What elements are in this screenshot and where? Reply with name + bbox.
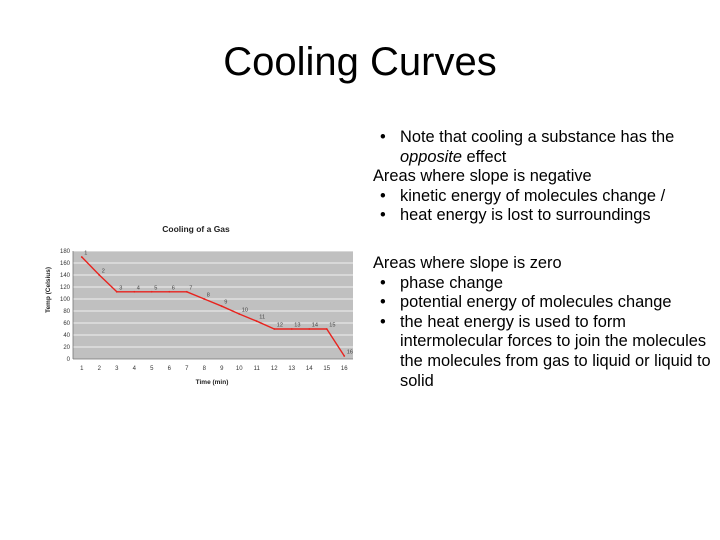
data-point — [273, 328, 276, 330]
y-axis-label: Temp (Celsius) — [45, 267, 52, 313]
data-point — [343, 355, 346, 357]
data-point-label: 14 — [312, 323, 318, 329]
data-point-label: 7 — [189, 285, 192, 291]
x-tick-label: 5 — [150, 366, 154, 372]
y-tick-label: 40 — [63, 333, 70, 339]
slide-title: Cooling Curves — [223, 40, 497, 84]
data-point-label: 9 — [224, 300, 227, 306]
y-tick-label: 0 — [67, 357, 71, 363]
chart-title: Cooling of a Gas — [162, 224, 230, 234]
series-line — [81, 256, 345, 357]
negative-item: • kinetic energy of molecules change / — [373, 187, 713, 207]
bullet-icon: • — [380, 206, 386, 225]
x-tick-label: 1 — [80, 366, 84, 372]
data-point-label: 5 — [154, 285, 157, 291]
data-point — [150, 290, 153, 293]
data-point — [203, 298, 206, 300]
y-tick-label: 160 — [60, 261, 71, 267]
bullet-icon: • — [380, 312, 386, 331]
data-point — [325, 328, 328, 330]
negative-item: • heat energy is lost to surroundings — [373, 206, 713, 226]
data-point-label: 11 — [259, 315, 265, 321]
bullet-icon: • — [380, 293, 386, 312]
zero-item-text: phase change — [400, 273, 503, 292]
bullet-icon: • — [380, 186, 386, 205]
data-point — [80, 256, 83, 258]
x-tick-label: 14 — [306, 366, 313, 372]
bullet-icon: • — [380, 128, 386, 146]
note-intro-prefix: Note that cooling a substance has the — [400, 128, 675, 146]
zero-item-text: potential energy of molecules change — [400, 293, 672, 312]
data-point — [308, 328, 311, 330]
x-tick-label: 15 — [323, 366, 330, 372]
x-axis-label: Time (min) — [196, 379, 229, 386]
x-tick-label: 6 — [168, 366, 172, 372]
data-point-label: 6 — [172, 285, 175, 291]
data-point — [290, 328, 293, 330]
x-tick-label: 4 — [133, 366, 137, 372]
negative-item-text: kinetic energy of molecules change / — [400, 186, 666, 205]
y-tick-label: 120 — [60, 285, 71, 291]
data-point-label: 3 — [119, 285, 122, 291]
x-tick-label: 7 — [185, 366, 189, 372]
data-point-label: 13 — [294, 323, 300, 329]
data-point-label: 15 — [329, 323, 335, 329]
cooling-chart: Cooling of a Gas Temp (Celsius) Time (mi… — [45, 224, 353, 386]
notes-panel: • Note that cooling a substance has the … — [373, 128, 713, 391]
data-point-label: 16 — [347, 350, 353, 356]
x-tick-label: 3 — [115, 366, 119, 372]
negative-item-text: heat energy is lost to surroundings — [400, 206, 651, 225]
data-point — [255, 320, 258, 323]
data-point-label: 1 — [84, 251, 87, 257]
data-point — [168, 290, 171, 293]
note-intro-emphasis: opposite — [400, 147, 462, 166]
data-point — [238, 313, 241, 315]
data-point — [185, 290, 188, 293]
y-tick-label: 80 — [63, 309, 70, 315]
y-tick-label: 140 — [60, 273, 71, 279]
note-intro-suffix: effect — [461, 147, 507, 166]
plot-background — [73, 251, 353, 359]
zero-slope-heading: Areas where slope is zero — [373, 253, 562, 272]
y-tick-label: 20 — [63, 345, 70, 351]
data-point — [220, 305, 223, 308]
x-tick-label: 13 — [288, 366, 295, 372]
zero-item: • potential energy of molecules change — [373, 293, 713, 313]
data-point-label: 12 — [277, 323, 283, 329]
x-tick-label: 8 — [203, 366, 207, 372]
y-tick-label: 180 — [60, 249, 71, 255]
x-tick-label: 11 — [254, 366, 261, 372]
zero-item-text: the heat energy is used to form intermol… — [400, 312, 711, 390]
data-point-label: 8 — [207, 293, 210, 299]
negative-slope-heading: Areas where slope is negative — [373, 167, 592, 186]
zero-item: • the heat energy is used to form interm… — [373, 313, 713, 391]
y-tick-label: 100 — [60, 297, 71, 303]
data-point-label: 4 — [137, 285, 140, 291]
data-point — [98, 274, 101, 276]
y-tick-label: 60 — [63, 321, 70, 327]
zero-item: • phase change — [373, 274, 713, 294]
chart-container: Cooling of a Gas Temp (Celsius) Time (mi… — [40, 215, 360, 390]
data-point-label: 2 — [102, 269, 105, 275]
x-tick-label: 9 — [220, 366, 224, 372]
data-point — [115, 290, 118, 293]
note-intro: • Note that cooling a substance has the … — [373, 128, 713, 167]
bullet-icon: • — [380, 273, 386, 292]
spacer — [373, 226, 713, 254]
x-tick-label: 2 — [98, 366, 102, 372]
x-tick-label: 10 — [236, 366, 243, 372]
data-point-label: 10 — [242, 308, 248, 314]
x-tick-label: 16 — [341, 366, 348, 372]
x-tick-label: 12 — [271, 366, 278, 372]
data-point — [133, 290, 136, 293]
